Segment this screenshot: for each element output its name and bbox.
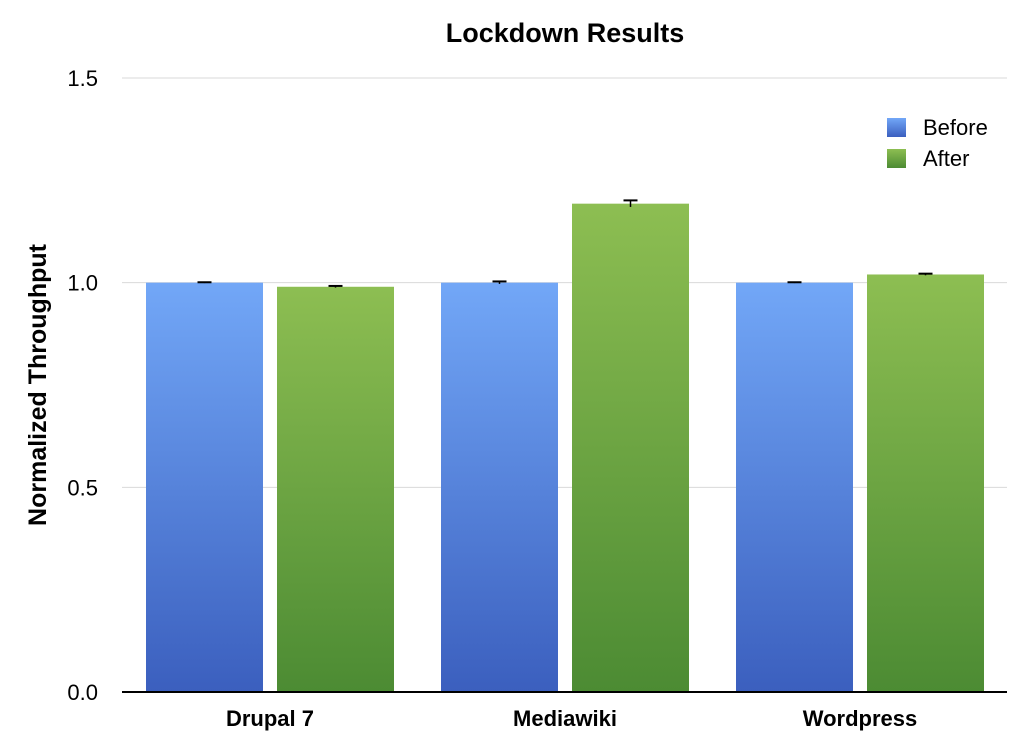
bar-before-1 — [441, 282, 558, 692]
x-axis-categories: Drupal 7 Mediawiki Wordpress — [226, 706, 917, 731]
legend: Before After — [887, 115, 988, 171]
legend-label-before: Before — [923, 115, 988, 140]
y-tick-label: 1.0 — [67, 271, 98, 296]
x-category-label: Wordpress — [803, 706, 918, 731]
legend-swatch-before — [887, 118, 906, 137]
bars — [146, 203, 984, 692]
error-bars — [197, 199, 933, 288]
legend-swatch-after — [887, 149, 906, 168]
bar-before-0 — [146, 282, 263, 692]
chart-title: Lockdown Results — [446, 18, 685, 48]
y-tick-label: 1.5 — [67, 66, 98, 91]
gridlines — [122, 77, 1007, 488]
bar-before-2 — [736, 282, 853, 692]
y-axis-label: Normalized Throughput — [24, 243, 52, 526]
y-tick-label: 0.5 — [67, 475, 98, 500]
y-tick-label: 0.0 — [67, 680, 98, 705]
legend-label-after: After — [923, 146, 969, 171]
x-category-label: Mediawiki — [513, 706, 617, 731]
y-axis-ticks: 0.0 0.5 1.0 1.5 — [67, 66, 98, 705]
bar-after-2 — [867, 274, 984, 692]
bar-after-0 — [277, 286, 394, 692]
bar-after-1 — [572, 203, 689, 692]
x-category-label: Drupal 7 — [226, 706, 314, 731]
